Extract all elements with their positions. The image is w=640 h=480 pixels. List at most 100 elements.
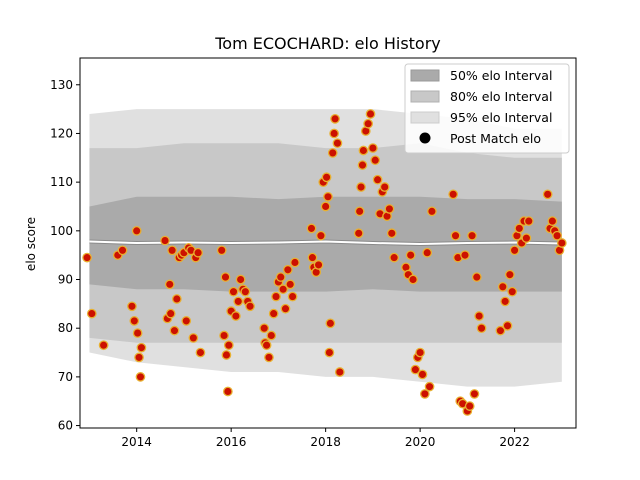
data-point: [86, 308, 97, 319]
legend-label-marker: Post Match elo: [450, 131, 541, 146]
data-point: [259, 323, 270, 334]
data-point: [193, 247, 203, 258]
data-point: [98, 340, 109, 351]
legend-label-95: 95% elo Interval: [450, 110, 552, 125]
data-point: [410, 364, 421, 375]
data-point: [370, 155, 381, 166]
data-point: [405, 250, 416, 261]
data-point: [221, 350, 232, 360]
data-point: [306, 223, 317, 234]
data-point: [219, 330, 229, 341]
data-point: [129, 316, 140, 326]
data-point: [223, 340, 234, 351]
y-tick-label: 120: [50, 126, 73, 140]
data-point: [171, 294, 182, 304]
data-point: [325, 318, 336, 329]
data-point: [467, 230, 477, 241]
x-tick-label: 2020: [405, 435, 436, 449]
data-point: [424, 381, 435, 392]
y-tick-label: 100: [50, 224, 73, 238]
data-point: [245, 301, 255, 312]
data-point: [547, 216, 558, 226]
y-tick-label: 110: [50, 175, 73, 189]
y-tick-label: 90: [58, 273, 73, 287]
data-point: [231, 311, 241, 321]
data-point: [422, 247, 433, 258]
data-point: [321, 172, 332, 183]
data-point: [358, 145, 369, 156]
data-point: [502, 320, 513, 331]
data-point: [497, 281, 508, 292]
data-point: [268, 308, 279, 319]
legend: 50% elo Interval 80% elo Interval 95% el…: [404, 63, 570, 154]
data-point: [160, 235, 170, 246]
data-point: [271, 291, 281, 302]
legend-swatch-50: [410, 69, 440, 82]
data-point: [332, 138, 343, 149]
data-point: [363, 118, 374, 129]
data-point: [464, 401, 475, 411]
data-point: [181, 316, 192, 326]
y-tick-label: 130: [50, 78, 73, 92]
data-point: [542, 189, 553, 200]
x-axis-ticks: 2014 2016 2018 2020 2022: [121, 428, 530, 449]
data-point: [354, 206, 365, 217]
data-point: [132, 328, 143, 338]
data-point: [353, 228, 364, 239]
legend-marker: [419, 132, 431, 144]
y-tick-label: 70: [58, 370, 73, 384]
x-tick-label: 2022: [499, 435, 530, 449]
x-tick-label: 2018: [310, 435, 341, 449]
data-point: [379, 182, 390, 192]
data-point: [195, 347, 206, 358]
data-point: [469, 389, 480, 399]
data-point: [448, 189, 459, 200]
data-point: [507, 286, 518, 297]
data-point: [384, 204, 395, 214]
data-point: [505, 269, 515, 280]
data-point: [266, 330, 277, 341]
data-point: [408, 274, 418, 285]
data-point: [188, 333, 199, 343]
data-point: [264, 352, 274, 363]
legend-box: [404, 63, 570, 154]
data-point: [389, 252, 399, 263]
data-point: [134, 352, 144, 363]
data-point: [165, 308, 176, 319]
y-axis-label: elo score: [24, 217, 38, 271]
data-point: [316, 230, 326, 241]
data-point: [167, 245, 177, 256]
y-tick-label: 80: [58, 321, 73, 335]
x-tick-label: 2016: [216, 435, 247, 449]
data-point: [117, 245, 128, 256]
data-point: [365, 109, 376, 119]
data-point: [474, 311, 485, 321]
data-point: [372, 174, 383, 185]
data-point: [285, 279, 296, 290]
data-point: [356, 182, 366, 192]
data-point: [500, 296, 510, 307]
data-point: [235, 274, 246, 285]
y-tick-label: 60: [58, 419, 73, 433]
legend-swatch-95: [410, 111, 440, 124]
data-point: [334, 367, 345, 377]
data-point: [495, 325, 506, 336]
data-point: [287, 291, 298, 302]
legend-label-50: 50% elo Interval: [450, 68, 552, 83]
data-point: [282, 264, 293, 275]
data-point: [127, 301, 137, 312]
data-point: [323, 191, 333, 202]
legend-label-80: 80% elo Interval: [450, 89, 552, 104]
y-axis-ticks: 60 70 80 90 100 110 120 130: [50, 78, 80, 433]
data-point: [330, 114, 340, 124]
data-point: [514, 223, 525, 234]
data-point: [419, 389, 430, 399]
data-point: [313, 260, 324, 270]
plot-frame: [79, 57, 577, 429]
data-point: [290, 257, 300, 268]
legend-swatch-80: [410, 90, 440, 103]
data-point: [509, 245, 520, 256]
data-point: [280, 303, 291, 314]
data-point: [476, 323, 487, 334]
